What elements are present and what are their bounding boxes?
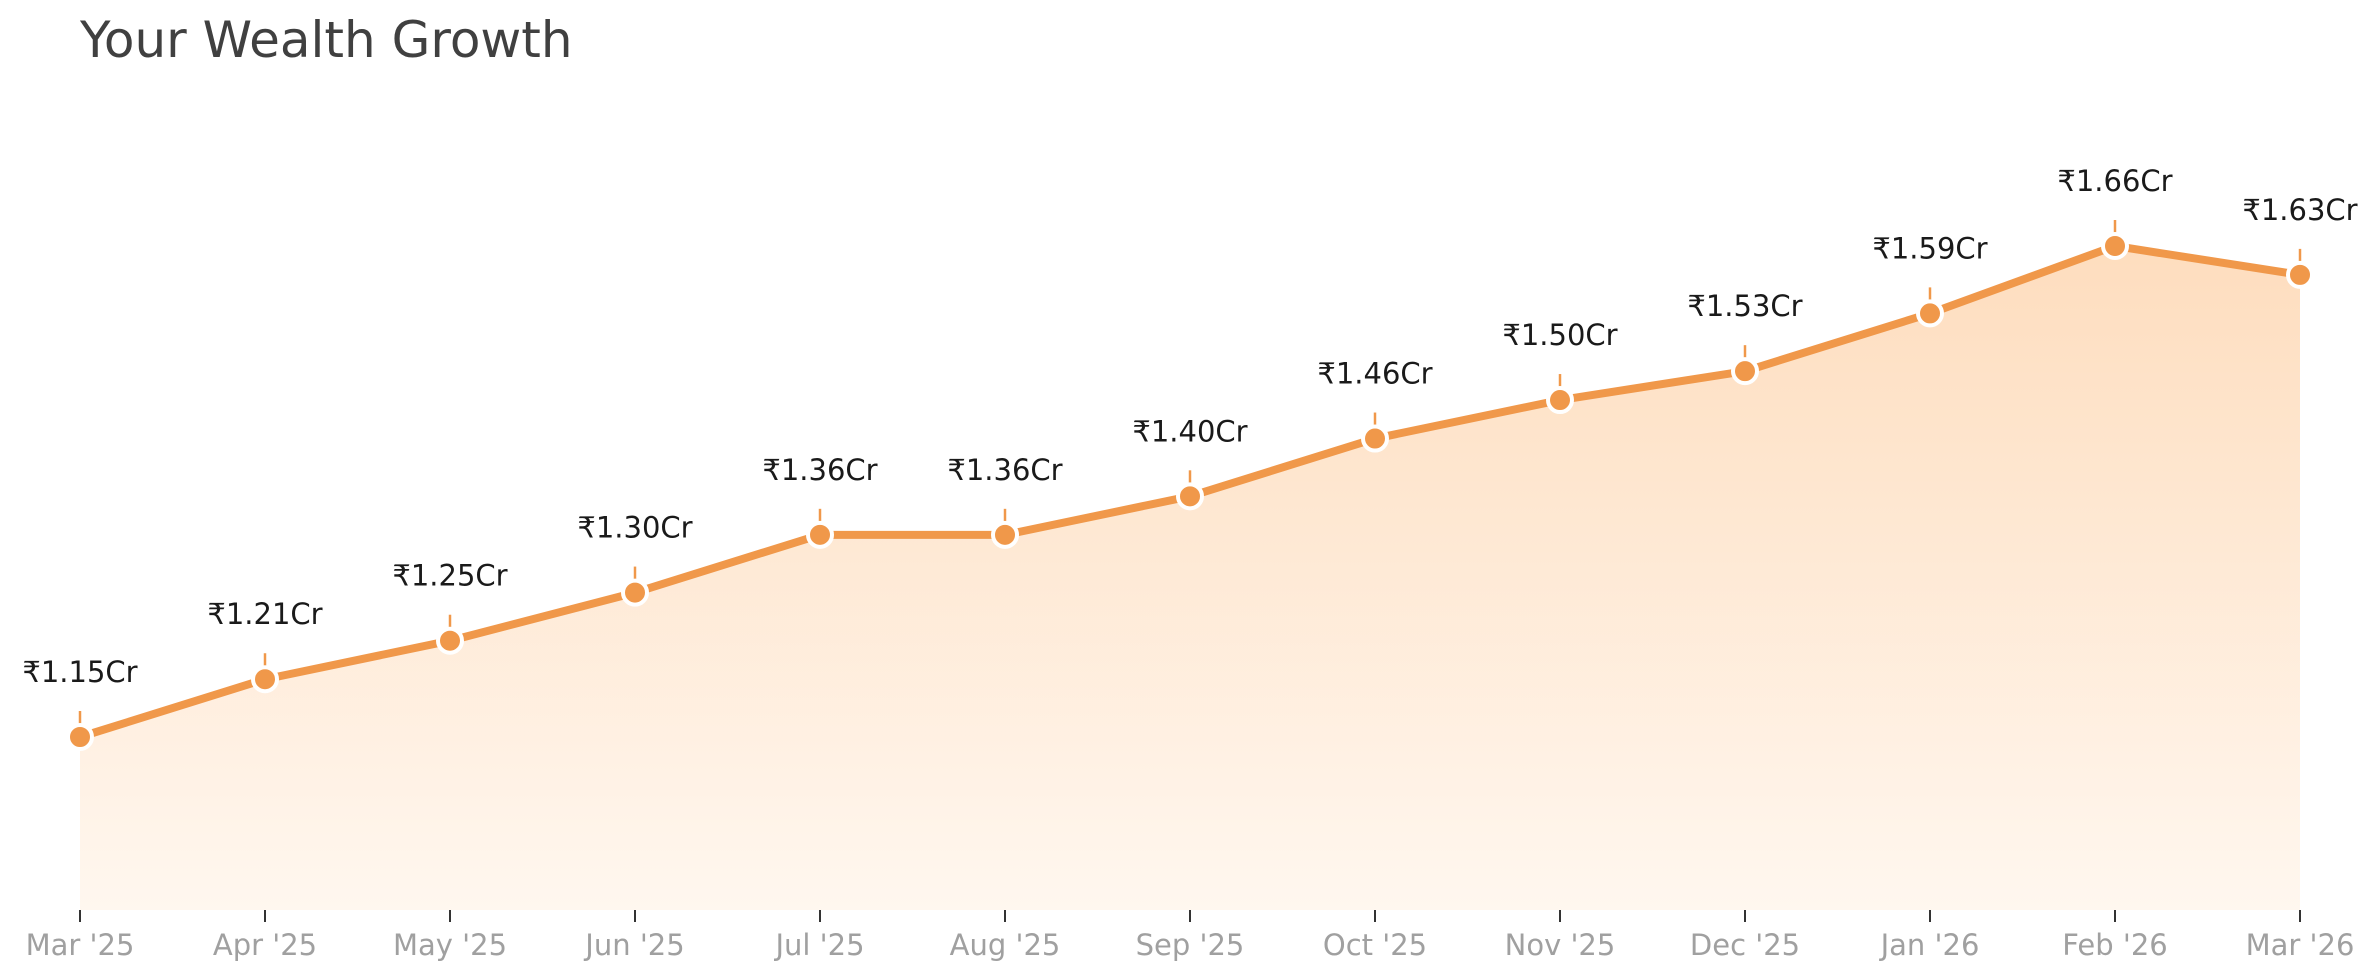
data-label: ₹1.59Cr: [1872, 231, 1987, 265]
area-fill: [80, 246, 2300, 910]
marker-layer: [66, 220, 2314, 751]
data-label: ₹1.30Cr: [577, 511, 692, 545]
data-label: ₹1.53Cr: [1687, 289, 1802, 323]
x-tick-label: Jan '26: [1879, 928, 1980, 962]
x-tick-label: Sep '25: [1136, 928, 1245, 962]
data-point: [1361, 424, 1389, 453]
data-point: [1176, 482, 1204, 511]
data-point: [436, 626, 464, 655]
x-tick-label: Mar '26: [2246, 928, 2355, 962]
data-point: [806, 520, 834, 549]
x-tick-label: May '25: [393, 928, 507, 962]
data-point: [1546, 386, 1574, 415]
x-tick-label: Aug '25: [950, 928, 1061, 962]
data-label: ₹1.25Cr: [392, 559, 507, 593]
data-point: [251, 665, 279, 694]
x-tick-label: Nov '25: [1505, 928, 1616, 962]
data-label: ₹1.63Cr: [2242, 193, 2357, 227]
data-point: [2286, 260, 2314, 289]
x-tick-label: Mar '25: [26, 928, 135, 962]
data-label: ₹1.66Cr: [2057, 164, 2172, 198]
label-layer: ₹1.15Cr ₹1.21Cr ₹1.25Cr ₹1.30Cr ₹1.36Cr ₹1.36…: [22, 164, 2357, 689]
x-tick-label: Apr '25: [213, 928, 317, 962]
x-axis: Mar '25 Apr '25 May '25 Jun '25 Jul '25 Aug '…: [26, 910, 2355, 962]
data-label: ₹1.46Cr: [1317, 357, 1432, 391]
data-label: ₹1.36Cr: [762, 453, 877, 487]
x-tick-label: Dec '25: [1690, 928, 1800, 962]
data-point: [66, 723, 94, 751]
data-label: ₹1.50Cr: [1502, 318, 1617, 352]
x-tick-label: Feb '26: [2062, 928, 2167, 962]
x-tick-label: Jun '25: [583, 928, 684, 962]
data-label: ₹1.21Cr: [207, 597, 322, 631]
data-point: [991, 520, 1019, 549]
chart-title: Your Wealth Growth: [80, 11, 573, 69]
x-tick-label: Oct '25: [1323, 928, 1427, 962]
data-point: [2101, 232, 2129, 260]
data-label: ₹1.36Cr: [947, 453, 1062, 487]
data-label: ₹1.40Cr: [1132, 414, 1247, 448]
data-point: [621, 578, 649, 607]
data-label: ₹1.15Cr: [22, 655, 137, 689]
data-point: [1731, 357, 1759, 386]
area-layer: [80, 246, 2300, 910]
data-point: [1916, 299, 1944, 328]
x-tick-label: Jul '25: [773, 928, 864, 962]
